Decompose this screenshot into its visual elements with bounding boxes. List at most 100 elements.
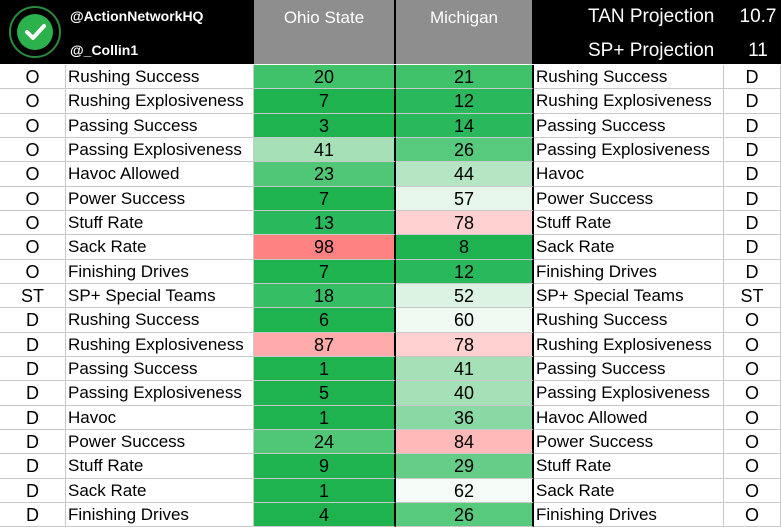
team-header-michigan: Michigan xyxy=(396,0,534,64)
handle-primary: @ActionNetworkHQ xyxy=(66,8,254,30)
metric-left: Stuff Rate xyxy=(66,454,254,479)
side-left: D xyxy=(0,430,66,454)
sp-projection-label: SP+ Projection xyxy=(588,40,715,61)
side-right: O xyxy=(724,479,781,503)
side-left: D xyxy=(0,308,66,333)
metric-left: Power Success xyxy=(66,187,254,211)
metric-left: Rushing Explosiveness xyxy=(66,89,254,114)
metric-left: Finishing Drives xyxy=(66,260,254,284)
metric-right: Rushing Success xyxy=(534,308,724,333)
side-right: O xyxy=(724,406,781,430)
checkmark-icon xyxy=(17,14,53,50)
ohio-state-rank: 23 xyxy=(254,162,396,187)
team-header-ohio-state: Ohio State xyxy=(254,0,396,64)
metric-right: Rushing Explosiveness xyxy=(534,333,724,357)
metric-left: Passing Success xyxy=(66,114,254,138)
metric-left: Rushing Success xyxy=(66,308,254,333)
sp-projection-value: 11 xyxy=(748,40,768,61)
side-left: O xyxy=(0,89,66,114)
side-right: D xyxy=(724,260,781,284)
metric-right: Stuff Rate xyxy=(534,454,724,479)
michigan-rank: 78 xyxy=(396,211,534,235)
michigan-rank: 44 xyxy=(396,162,534,187)
metric-left: Sack Rate xyxy=(66,235,254,260)
metric-left: Havoc xyxy=(66,406,254,430)
metric-right: Sack Rate xyxy=(534,479,724,503)
ohio-state-rank: 20 xyxy=(254,65,396,89)
ohio-state-rank: 41 xyxy=(254,138,396,162)
metric-left: Havoc Allowed xyxy=(66,162,254,187)
logo-cell xyxy=(0,0,66,64)
side-left: D xyxy=(0,454,66,479)
michigan-rank: 26 xyxy=(396,503,534,527)
side-right: ST xyxy=(724,284,781,308)
side-left: D xyxy=(0,381,66,406)
side-left: D xyxy=(0,406,66,430)
michigan-rank: 21 xyxy=(396,65,534,89)
ohio-state-rank: 98 xyxy=(254,235,396,260)
metric-left: Passing Success xyxy=(66,357,254,381)
side-right: D xyxy=(724,114,781,138)
michigan-rank: 78 xyxy=(396,333,534,357)
metric-right: SP+ Special Teams xyxy=(534,284,724,308)
side-right: D xyxy=(724,187,781,211)
metric-right: Rushing Explosiveness xyxy=(534,89,724,114)
metric-right: Power Success xyxy=(534,187,724,211)
michigan-rank: 40 xyxy=(396,381,534,406)
metric-right: Passing Explosiveness xyxy=(534,381,724,406)
projection-header: TAN Projection 10.7 SP+ Projection 11 xyxy=(534,0,781,64)
michigan-rank: 14 xyxy=(396,114,534,138)
side-right: D xyxy=(724,89,781,114)
header-spacer xyxy=(66,30,254,42)
metric-left: Passing Explosiveness xyxy=(66,381,254,406)
side-left: D xyxy=(0,333,66,357)
ohio-state-rank: 13 xyxy=(254,211,396,235)
ohio-state-rank: 6 xyxy=(254,308,396,333)
side-right: D xyxy=(724,211,781,235)
side-left: D xyxy=(0,357,66,381)
tan-projection-label: TAN Projection xyxy=(588,6,715,27)
metric-left: Stuff Rate xyxy=(66,211,254,235)
side-left: O xyxy=(0,162,66,187)
side-left: O xyxy=(0,138,66,162)
ohio-state-rank: 7 xyxy=(254,260,396,284)
michigan-rank: 62 xyxy=(396,479,534,503)
michigan-rank: 41 xyxy=(396,357,534,381)
ohio-state-rank: 1 xyxy=(254,479,396,503)
side-left: ST xyxy=(0,284,66,308)
metric-left: Passing Explosiveness xyxy=(66,138,254,162)
metric-right: Finishing Drives xyxy=(534,503,724,527)
michigan-rank: 60 xyxy=(396,308,534,333)
side-right: O xyxy=(724,381,781,406)
metric-left: Sack Rate xyxy=(66,479,254,503)
metric-right: Passing Success xyxy=(534,114,724,138)
side-left: D xyxy=(0,503,66,527)
michigan-rank: 52 xyxy=(396,284,534,308)
side-right: O xyxy=(724,454,781,479)
side-right: O xyxy=(724,308,781,333)
metric-left: Rushing Success xyxy=(66,65,254,89)
ohio-state-rank: 3 xyxy=(254,114,396,138)
michigan-rank: 8 xyxy=(396,235,534,260)
michigan-rank: 84 xyxy=(396,430,534,454)
ohio-state-rank: 7 xyxy=(254,187,396,211)
tan-projection-value: 10.7 xyxy=(739,6,777,27)
michigan-rank: 12 xyxy=(396,260,534,284)
metric-left: SP+ Special Teams xyxy=(66,284,254,308)
metric-left: Power Success xyxy=(66,430,254,454)
ohio-state-rank: 24 xyxy=(254,430,396,454)
ohio-state-rank: 9 xyxy=(254,454,396,479)
metric-left: Finishing Drives xyxy=(66,503,254,527)
side-right: D xyxy=(724,235,781,260)
side-right: O xyxy=(724,430,781,454)
metric-right: Havoc Allowed xyxy=(534,406,724,430)
header-spacer xyxy=(66,0,254,8)
metric-right: Passing Success xyxy=(534,357,724,381)
michigan-rank: 26 xyxy=(396,138,534,162)
ohio-state-rank: 18 xyxy=(254,284,396,308)
side-left: D xyxy=(0,479,66,503)
michigan-rank: 57 xyxy=(396,187,534,211)
metric-right: Sack Rate xyxy=(534,235,724,260)
ohio-state-rank: 5 xyxy=(254,381,396,406)
